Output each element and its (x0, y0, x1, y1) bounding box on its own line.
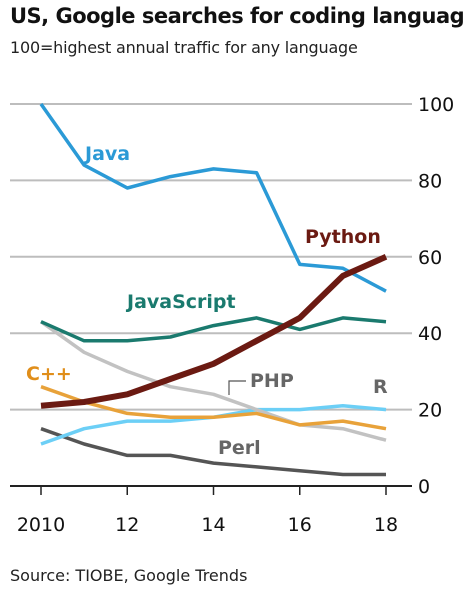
x-tick-label: 16 (288, 514, 312, 536)
y-tick-label: 60 (418, 247, 442, 269)
y-tick-label: 40 (418, 323, 442, 345)
php-leader-line (229, 381, 246, 395)
y-tick-label: 100 (418, 94, 454, 116)
series-label-perl: Perl (218, 437, 261, 459)
y-axis-tick-labels: 0 20 40 60 80 100 (418, 94, 454, 498)
y-tick-label: 20 (418, 400, 442, 422)
x-tick-label: 14 (201, 514, 225, 536)
series-line-java (41, 104, 386, 291)
x-tick-label: 12 (115, 514, 139, 536)
series-label-r: R (373, 376, 388, 398)
x-tick-label: 2010 (17, 514, 65, 536)
series-label-java: Java (83, 143, 130, 165)
series-label-javascript: JavaScript (125, 291, 236, 313)
series-line-r (41, 406, 386, 444)
y-tick-label: 80 (418, 170, 442, 192)
series-line-perl (41, 429, 386, 475)
y-tick-label: 0 (418, 476, 430, 498)
series-line-javascript (41, 318, 386, 341)
series-label-cpp: C++ (26, 363, 72, 385)
series-line-python (41, 257, 386, 406)
series-labels: Java Python JavaScript C++ PHP R Perl (26, 143, 388, 459)
x-axis-tick-labels: 2010 12 14 16 18 (17, 486, 398, 536)
source-note: Source: TIOBE, Google Trends (10, 566, 247, 585)
series-label-python: Python (305, 226, 381, 248)
series-label-php: PHP (250, 370, 294, 392)
x-tick-label: 18 (374, 514, 398, 536)
